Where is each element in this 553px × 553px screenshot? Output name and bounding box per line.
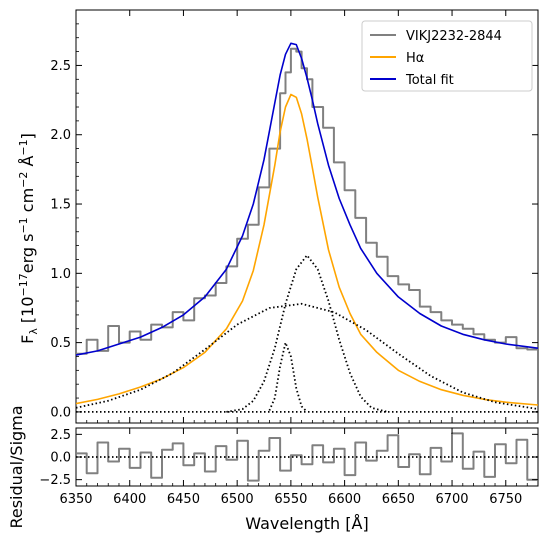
ylabel-exp2: −1	[17, 217, 30, 233]
main-series-component-2	[226, 254, 388, 413]
ylabel-exp1: −17	[17, 273, 30, 296]
legend-box	[361, 20, 533, 92]
xtick-label: 6600	[328, 492, 361, 507]
ylabel-exp3: −2	[17, 172, 30, 188]
ylabel-mid2: cm	[18, 188, 37, 217]
main-ytick-label: 2.0	[50, 128, 71, 143]
main-panel: 0.00.51.01.52.02.5 Fλ [10−17erg s−1 cm−2…	[17, 9, 539, 424]
residual-series-residual	[76, 432, 538, 482]
main-series-vikj2232-2844	[76, 47, 538, 355]
ylabel-mid3: Å	[18, 156, 37, 172]
ylabel-sub: λ	[27, 328, 40, 335]
xtick-label: 6650	[382, 492, 415, 507]
main-ytick-label: 1.0	[50, 267, 71, 282]
xtick-label: 6750	[489, 492, 522, 507]
x-axis-label: Wavelength [Å]	[245, 514, 368, 533]
xtick-label: 6350	[59, 492, 92, 507]
main-series-total-fit	[76, 42, 538, 356]
xtick-label: 6400	[113, 492, 146, 507]
residual-y-axis-label: Residual/Sigma	[7, 405, 26, 528]
residual-ytick-label: 0.0	[50, 451, 71, 466]
main-ytick-label: 0.5	[50, 336, 71, 351]
residual-ytick-label: −2.5	[39, 473, 71, 488]
residual-y-ticks: −2.5 0.0 2.5	[39, 428, 538, 488]
residual-x-ticks: 6350 6400 6450 6500 6550 6600 6650 6700 6750	[59, 10, 539, 507]
legend: VIKJ2232-2844 Hα Total fit	[361, 20, 533, 92]
main-plot-frame	[75, 9, 539, 424]
residual-ytick-label: 2.5	[50, 428, 71, 443]
legend-label: Hα	[406, 51, 424, 66]
ylabel-base: F	[18, 335, 37, 344]
main-y-ticks: 0.0 0.5 1.0 1.5 2.0 2.5	[50, 23, 538, 420]
xtick-label: 6500	[221, 492, 254, 507]
main-series-h-	[76, 93, 538, 406]
ylabel-exp4: −1	[17, 139, 30, 155]
residual-panel: −2.50.02.5 6350 6400 6450 6500 6550 6600 6650 6…	[7, 10, 539, 533]
main-ytick-label: 2.5	[50, 59, 71, 74]
xtick-label: 6700	[435, 492, 468, 507]
legend-label: Total fit	[405, 73, 454, 88]
main-ytick-label: 0.0	[50, 405, 71, 420]
xtick-label: 6450	[167, 492, 200, 507]
main-series-group	[76, 42, 538, 413]
main-series-component-3	[76, 302, 538, 410]
ylabel-bracket-close: ]	[18, 133, 37, 139]
residual-series-group	[76, 432, 538, 482]
ylabel-mid1: erg s	[18, 234, 37, 274]
main-ytick-label: 1.5	[50, 198, 71, 213]
main-y-axis-label: Fλ [10−17erg s−1 cm−2 Å−1]	[17, 133, 40, 344]
xtick-label: 6550	[274, 492, 307, 507]
main-series-component-1	[268, 341, 308, 413]
ylabel-bracket-open: [10	[18, 296, 37, 328]
legend-label: VIKJ2232-2844	[406, 29, 502, 44]
